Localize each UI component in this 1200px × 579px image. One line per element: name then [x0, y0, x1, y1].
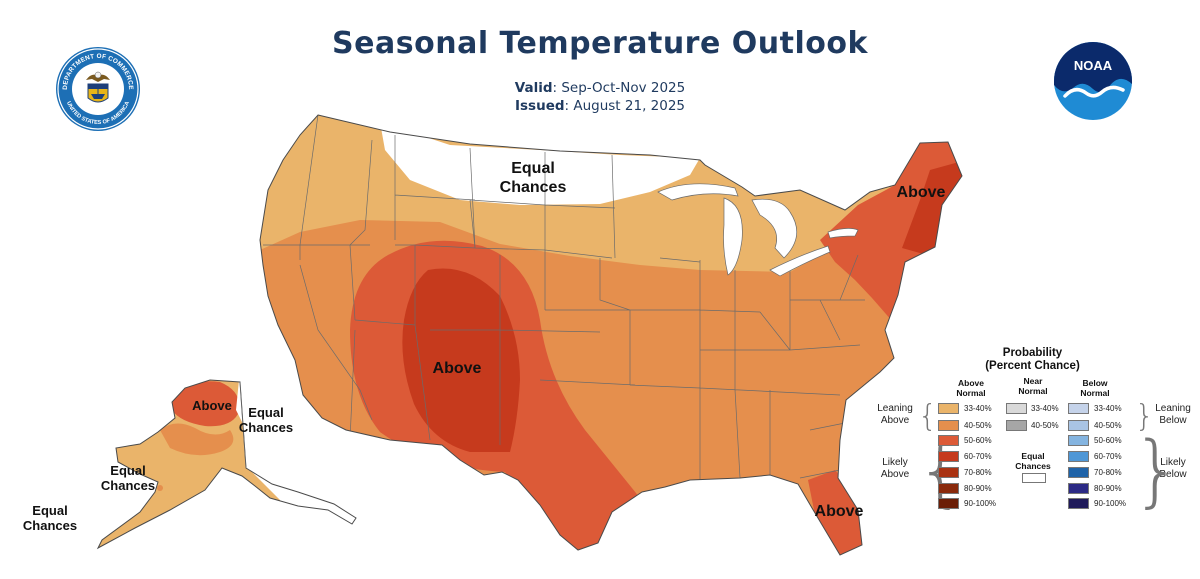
above-swatch-5 — [938, 467, 959, 478]
valid-label: Valid — [514, 80, 553, 96]
likely-below-brace: } — [1132, 426, 1182, 516]
valid-value: : Sep-Oct-Nov 2025 — [552, 80, 686, 96]
below-range-1: 33-40% — [1094, 404, 1122, 413]
below-swatch-4 — [1068, 451, 1089, 462]
leaning-above-label: Leaning Above — [877, 403, 913, 426]
leaning-above-brace: { — [918, 399, 938, 434]
issued-label: Issued — [514, 98, 565, 114]
below-range-4: 60-70% — [1094, 452, 1122, 461]
above-northeast-label: Above — [896, 184, 946, 201]
above-swatch-4 — [938, 451, 959, 462]
below-swatch-1 — [1068, 403, 1089, 414]
above-southwest-label: Above — [432, 360, 482, 377]
legend-column-below: Below Normal — [1080, 378, 1110, 398]
near-swatch-2 — [1006, 420, 1027, 431]
equal-chances-aleutians-label: Equal Chances — [22, 503, 78, 533]
above-swatch-2 — [938, 420, 959, 431]
conus-outline — [259, 114, 963, 556]
issued-line: Issued: August 21, 2025 — [0, 98, 1200, 114]
issued-value: : August 21, 2025 — [564, 98, 686, 114]
above-range-5: 70-80% — [964, 468, 992, 477]
likely-below-label: Likely Below — [1159, 457, 1187, 480]
above-range-7: 90-100% — [964, 499, 997, 508]
commerce-seal-logo: DEPARTMENT OF COMMERCE UNITED STATES OF … — [56, 47, 140, 131]
state-borders — [263, 115, 865, 480]
legend-column-near: Near Normal — [1018, 376, 1048, 396]
below-swatch-6 — [1068, 483, 1089, 494]
alaska-outline — [96, 379, 357, 550]
alaska-island — [157, 485, 163, 491]
leaning-below-label: Leaning Below — [1155, 403, 1191, 426]
below-range-3: 50-60% — [1094, 436, 1122, 445]
above-range-3: 50-60% — [964, 436, 992, 445]
near-range-1: 33-40% — [1031, 404, 1059, 413]
equal-chances-north-label: Equal Chances — [499, 160, 567, 196]
equal-chances-legend-label: Equal Chances — [1015, 451, 1051, 471]
below-swatch-5 — [1068, 467, 1089, 478]
above-swatch-1 — [938, 403, 959, 414]
svg-text:NOAA: NOAA — [1074, 58, 1113, 73]
above-swatch-3 — [938, 435, 959, 446]
near-range-2: 40-50% — [1031, 421, 1059, 430]
above-florida-label: Above — [814, 503, 864, 520]
leaning-below-brace: } — [1135, 399, 1155, 434]
above-range-6: 80-90% — [964, 484, 992, 493]
near-swatch-1 — [1006, 403, 1027, 414]
below-range-5: 70-80% — [1094, 468, 1122, 477]
below-swatch-3 — [1068, 435, 1089, 446]
above-alaska-label: Above — [192, 398, 232, 413]
noaa-logo: NOAA — [1054, 42, 1132, 120]
great-lakes — [657, 183, 859, 277]
above-swatch-6 — [938, 483, 959, 494]
likely-above-label: Likely Above — [880, 457, 910, 480]
equal-chances-swatch — [1022, 473, 1046, 483]
above-range-2: 40-50% — [964, 421, 992, 430]
map-title: Seasonal Temperature Outlook — [332, 26, 868, 61]
probability-legend: Probability (Percent Chance) Above Normal … — [870, 345, 1195, 515]
below-swatch-2 — [1068, 420, 1089, 431]
above-range-1: 33-40% — [964, 404, 992, 413]
above-swatch-7 — [938, 498, 959, 509]
below-range-6: 80-90% — [1094, 484, 1122, 493]
legend-column-above: Above Normal — [956, 378, 986, 398]
below-swatch-7 — [1068, 498, 1089, 509]
valid-line: Valid: Sep-Oct-Nov 2025 — [0, 80, 1200, 96]
equal-chances-alaska-east-label: Equal Chances — [238, 405, 294, 435]
below-range-2: 40-50% — [1094, 421, 1122, 430]
legend-title: Probability (Percent Chance) — [985, 347, 1080, 372]
equal-chances-alaska-west-label: Equal Chances — [100, 463, 156, 493]
below-range-7: 90-100% — [1094, 499, 1127, 508]
above-range-4: 60-70% — [964, 452, 992, 461]
